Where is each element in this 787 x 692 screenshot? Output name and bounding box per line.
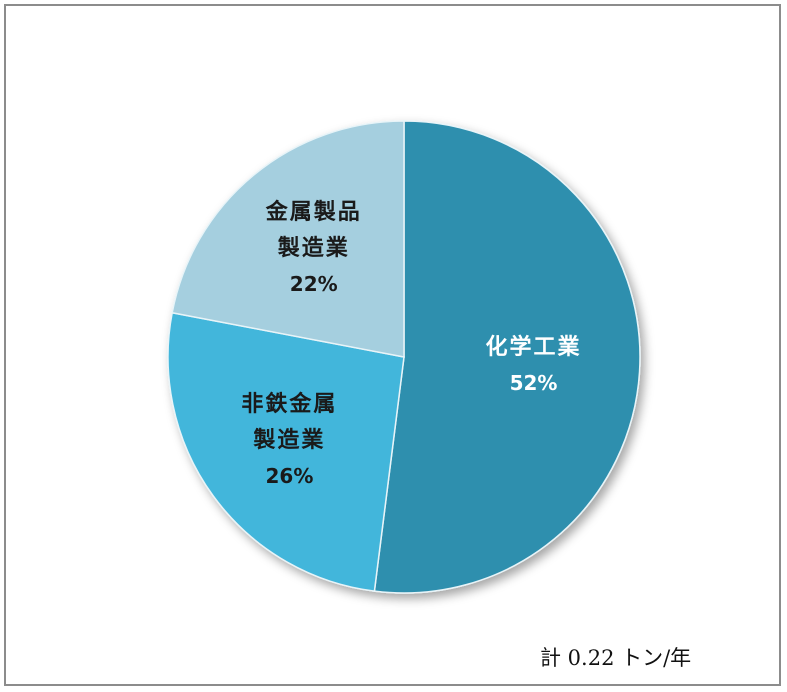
slice-1-category-label: 化学工業 <box>486 334 582 360</box>
slice-2-category-label: 製造業 <box>252 427 325 453</box>
pie-slice-2 <box>167 311 405 592</box>
slice-2-category-label: 非鉄金属 <box>241 391 337 417</box>
slice-2-percent-label: 26% <box>266 464 314 488</box>
slice-1-percent-label: 52% <box>510 371 558 395</box>
pie-slice-3 <box>171 120 405 358</box>
slice-3-percent-label: 22% <box>290 272 338 296</box>
slice-3-category-label: 金属製品 <box>265 199 362 225</box>
pie-slices <box>167 120 641 594</box>
pie-slice-1 <box>373 120 641 594</box>
total-annotation: 計 0.22 トン/年 <box>540 646 692 670</box>
slice-3-category-label: 製造業 <box>277 235 350 261</box>
